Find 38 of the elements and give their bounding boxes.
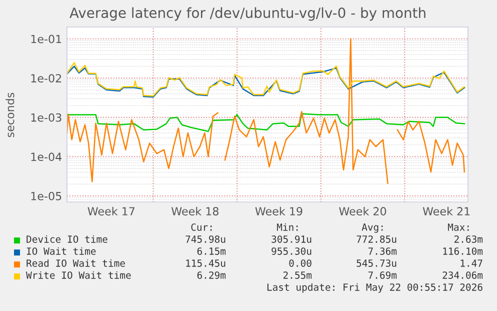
y-tick-label: 1e-05 [31,192,62,200]
text: Avg: [362,224,383,233]
text: Last update: Fri May 22 00:55:17 2026 [267,283,482,293]
text: 745.98u [186,235,226,243]
x-tick-label: Week 21 [422,206,470,216]
text: Cur: [191,223,212,231]
x-tick-label: Week 19 [255,206,302,216]
text: 772.85u [356,235,396,243]
text: 6.15m [197,247,226,255]
text: 7.69m [368,271,397,279]
text: 1.47 [460,260,482,267]
y-axis-title: seconds [6,92,14,138]
text: 115.45u [186,260,226,267]
text: 234.06m [442,271,483,279]
text: 7.36m [368,247,397,255]
chart-title: Average latency for /dev/ubuntu-vg/lv-0 - by month [70,7,426,21]
line-series [67,113,466,132]
y-tick-label: 1e-03 [31,113,62,122]
text: 116.10m [443,247,483,255]
y-tick-label: 1e-01 [31,34,62,44]
x-tick-label: Week 17 [88,206,134,216]
text: 305.91u [272,235,312,243]
text: 2.55m [283,271,312,279]
legend-label: Read IO Wait time [26,259,125,267]
x-tick-label: Week 20 [339,206,386,216]
text: 6.29m [197,271,226,279]
legend-label: Write IO Wait time [26,271,131,279]
y-tick-label: 1e-04 [31,152,62,162]
y-tick-label: 1e-02 [31,74,62,82]
legend-label: Device IO time [26,235,108,243]
x-tick-label: Week 18 [171,206,218,216]
text: Min: [276,223,298,231]
legend-label: IO Wait time [26,247,96,255]
text: Max: [448,224,469,231]
text: 2.63m [454,235,483,243]
text: 545.73u [356,259,396,267]
text: 955.30u [272,247,312,255]
text: 0.00 [289,259,312,267]
